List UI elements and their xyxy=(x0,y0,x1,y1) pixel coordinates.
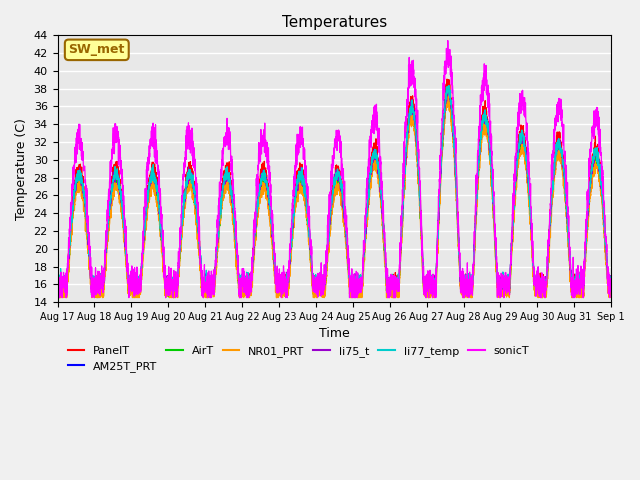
AirT xyxy=(172,286,180,291)
NR01_PRT xyxy=(444,91,452,96)
PanelT xyxy=(388,282,396,288)
PanelT xyxy=(208,282,216,288)
PanelT xyxy=(172,284,180,290)
AM25T_PRT xyxy=(607,278,615,284)
sonicT xyxy=(56,295,63,300)
PanelT xyxy=(607,287,615,293)
li75_t xyxy=(172,280,180,286)
PanelT xyxy=(54,284,61,289)
AirT xyxy=(555,148,563,154)
li75_t xyxy=(607,276,615,281)
sonicT xyxy=(54,283,61,288)
li77_temp xyxy=(445,83,452,88)
Title: Temperatures: Temperatures xyxy=(282,15,387,30)
NR01_PRT xyxy=(555,148,563,154)
AirT xyxy=(445,92,452,97)
PanelT xyxy=(444,76,451,82)
AirT xyxy=(388,288,396,293)
AirT xyxy=(209,287,216,292)
NR01_PRT xyxy=(388,282,396,288)
li75_t xyxy=(445,83,452,88)
PanelT xyxy=(607,275,615,280)
NR01_PRT xyxy=(607,288,615,293)
AM25T_PRT xyxy=(54,280,61,286)
Line: li77_temp: li77_temp xyxy=(58,85,611,291)
Line: AirT: AirT xyxy=(58,95,611,298)
sonicT xyxy=(444,37,452,43)
li77_temp xyxy=(54,276,61,282)
Text: SW_met: SW_met xyxy=(68,43,125,56)
Line: li75_t: li75_t xyxy=(58,85,611,293)
li75_t xyxy=(555,142,563,147)
li75_t xyxy=(607,283,615,288)
sonicT xyxy=(398,207,406,213)
li77_temp xyxy=(209,276,216,281)
Y-axis label: Temperature (C): Temperature (C) xyxy=(15,118,28,220)
sonicT xyxy=(172,279,180,285)
AirT xyxy=(54,286,61,292)
NR01_PRT xyxy=(607,293,615,299)
Line: sonicT: sonicT xyxy=(58,40,611,298)
sonicT xyxy=(607,276,615,281)
sonicT xyxy=(607,278,615,284)
PanelT xyxy=(235,293,243,299)
sonicT xyxy=(209,282,216,288)
AM25T_PRT xyxy=(398,220,406,226)
AM25T_PRT xyxy=(424,291,431,297)
NR01_PRT xyxy=(172,293,180,299)
li75_t xyxy=(388,282,396,288)
li77_temp xyxy=(172,280,180,286)
NR01_PRT xyxy=(56,295,63,300)
sonicT xyxy=(388,280,396,286)
li75_t xyxy=(497,290,505,296)
X-axis label: Time: Time xyxy=(319,327,349,340)
li75_t xyxy=(208,274,216,280)
li77_temp xyxy=(607,279,615,285)
li77_temp xyxy=(555,136,563,142)
AM25T_PRT xyxy=(388,290,396,296)
PanelT xyxy=(555,130,563,135)
li75_t xyxy=(54,277,61,283)
li77_temp xyxy=(398,216,406,222)
AM25T_PRT xyxy=(607,281,615,287)
AirT xyxy=(398,224,406,230)
Line: AM25T_PRT: AM25T_PRT xyxy=(58,89,611,294)
NR01_PRT xyxy=(398,227,406,232)
AM25T_PRT xyxy=(445,86,452,92)
AirT xyxy=(607,286,615,291)
li77_temp xyxy=(388,276,396,282)
Line: NR01_PRT: NR01_PRT xyxy=(58,94,611,298)
AirT xyxy=(607,285,615,290)
AM25T_PRT xyxy=(555,137,563,143)
li77_temp xyxy=(170,288,178,294)
Line: PanelT: PanelT xyxy=(58,79,611,296)
li75_t xyxy=(398,216,406,222)
AM25T_PRT xyxy=(208,282,216,288)
AirT xyxy=(94,295,102,300)
Legend: PanelT, AM25T_PRT, AirT, NR01_PRT, li75_t, li77_temp, sonicT: PanelT, AM25T_PRT, AirT, NR01_PRT, li75_… xyxy=(63,341,534,376)
PanelT xyxy=(398,213,406,219)
NR01_PRT xyxy=(209,289,216,295)
AM25T_PRT xyxy=(172,281,180,287)
li77_temp xyxy=(607,281,615,287)
sonicT xyxy=(555,96,563,101)
NR01_PRT xyxy=(54,289,61,295)
